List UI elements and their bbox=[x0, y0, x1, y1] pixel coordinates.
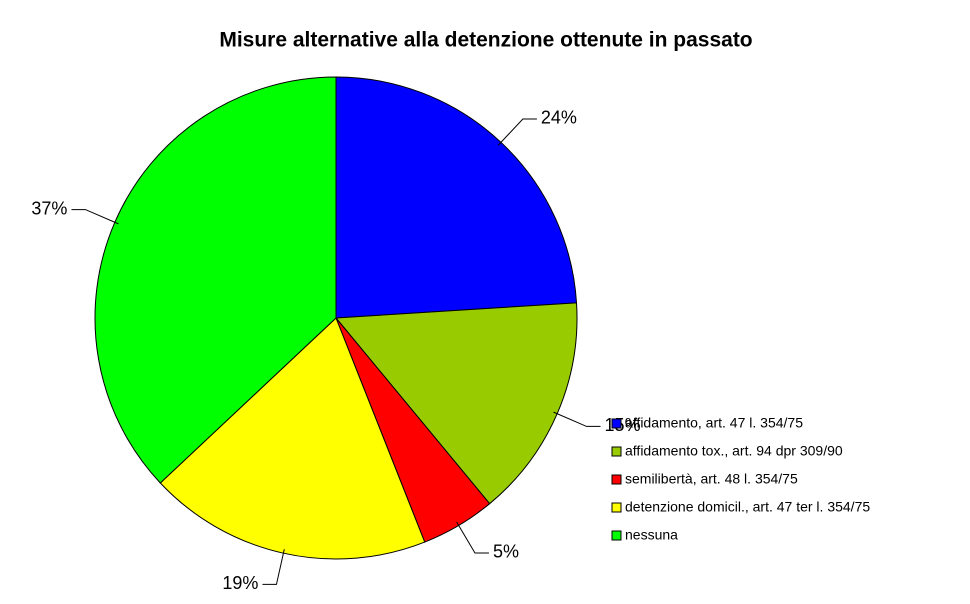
legend-label: affidamento, art. 47 l. 354/75 bbox=[625, 415, 803, 431]
leader-line bbox=[71, 209, 119, 225]
legend-swatch bbox=[611, 530, 622, 541]
legend-label: detenzione domicil., art. 47 ter l. 354/… bbox=[625, 499, 870, 515]
legend-swatch bbox=[611, 502, 622, 513]
data-label: 37% bbox=[31, 198, 67, 218]
leader-line bbox=[553, 411, 601, 427]
data-label: 19% bbox=[222, 573, 258, 593]
legend-label: semilibertà, art. 48 l. 354/75 bbox=[625, 471, 798, 487]
leader-line bbox=[456, 521, 489, 554]
legend-label: affidamento tox., art. 94 dpr 309/90 bbox=[625, 443, 843, 459]
legend-swatch bbox=[611, 446, 622, 457]
chart-title: Misure alternative alla detenzione otten… bbox=[219, 29, 752, 52]
legend-label: nessuna bbox=[625, 527, 678, 543]
legend-swatch bbox=[611, 418, 622, 429]
leader-line bbox=[497, 118, 537, 146]
data-label: 5% bbox=[493, 542, 519, 562]
data-label: 24% bbox=[541, 108, 577, 128]
legend-swatch bbox=[611, 474, 622, 485]
leader-line bbox=[262, 549, 285, 585]
